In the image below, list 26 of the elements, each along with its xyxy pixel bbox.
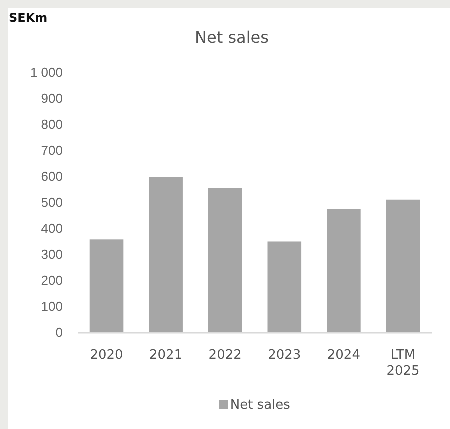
y-tick-label: 900 bbox=[41, 91, 63, 106]
y-tick-label: 600 bbox=[41, 169, 63, 184]
x-tick-label: 2023 bbox=[268, 348, 302, 363]
chart-title: Net sales bbox=[195, 28, 269, 47]
x-tick-label: 2022 bbox=[208, 348, 242, 363]
x-tick-label: 2020 bbox=[90, 348, 124, 363]
x-tick-label: 2021 bbox=[150, 348, 183, 363]
y-tick-label: 100 bbox=[41, 299, 63, 314]
bar bbox=[386, 200, 420, 333]
bar bbox=[327, 209, 361, 333]
y-tick-label: 300 bbox=[41, 247, 63, 262]
y-tick-label: 500 bbox=[41, 195, 63, 210]
y-axis-title: SEKm bbox=[9, 11, 48, 25]
bar bbox=[208, 188, 242, 333]
x-tick-label: LTM 2025 bbox=[386, 348, 420, 379]
y-tick-label: 0 bbox=[56, 325, 63, 340]
x-tick-label: 2024 bbox=[327, 348, 360, 363]
bar bbox=[149, 177, 183, 333]
bar bbox=[268, 242, 302, 333]
y-tick-label: 1 000 bbox=[30, 65, 63, 80]
y-tick-label: 700 bbox=[41, 143, 63, 158]
y-tick-label: 400 bbox=[41, 221, 63, 236]
y-tick-label: 800 bbox=[41, 117, 63, 132]
legend-label: Net sales bbox=[230, 398, 291, 413]
y-tick-label: 200 bbox=[41, 273, 63, 288]
bar bbox=[90, 240, 124, 333]
